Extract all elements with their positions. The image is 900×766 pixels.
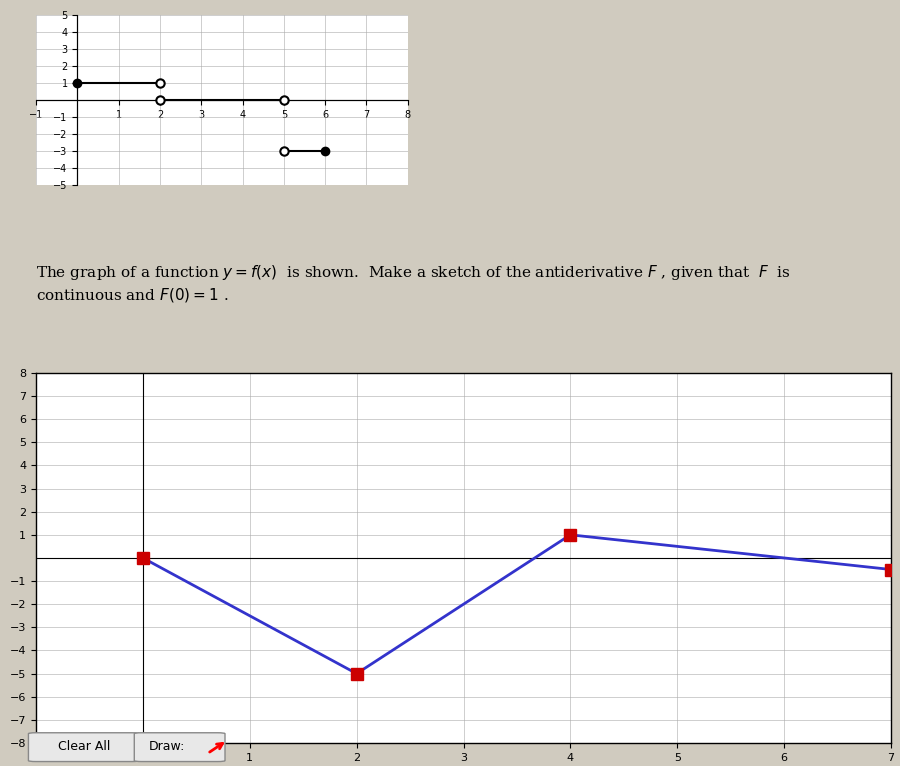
Text: continuous and $F(0) = 1$ .: continuous and $F(0) = 1$ . bbox=[36, 286, 229, 304]
Text: Clear All: Clear All bbox=[58, 740, 110, 753]
Text: Draw:: Draw: bbox=[148, 740, 185, 753]
FancyBboxPatch shape bbox=[134, 733, 225, 761]
Text: The graph of a function $y = f(x)$  is shown.  Make a sketch of the antiderivati: The graph of a function $y = f(x)$ is sh… bbox=[36, 264, 790, 283]
FancyBboxPatch shape bbox=[29, 733, 140, 761]
